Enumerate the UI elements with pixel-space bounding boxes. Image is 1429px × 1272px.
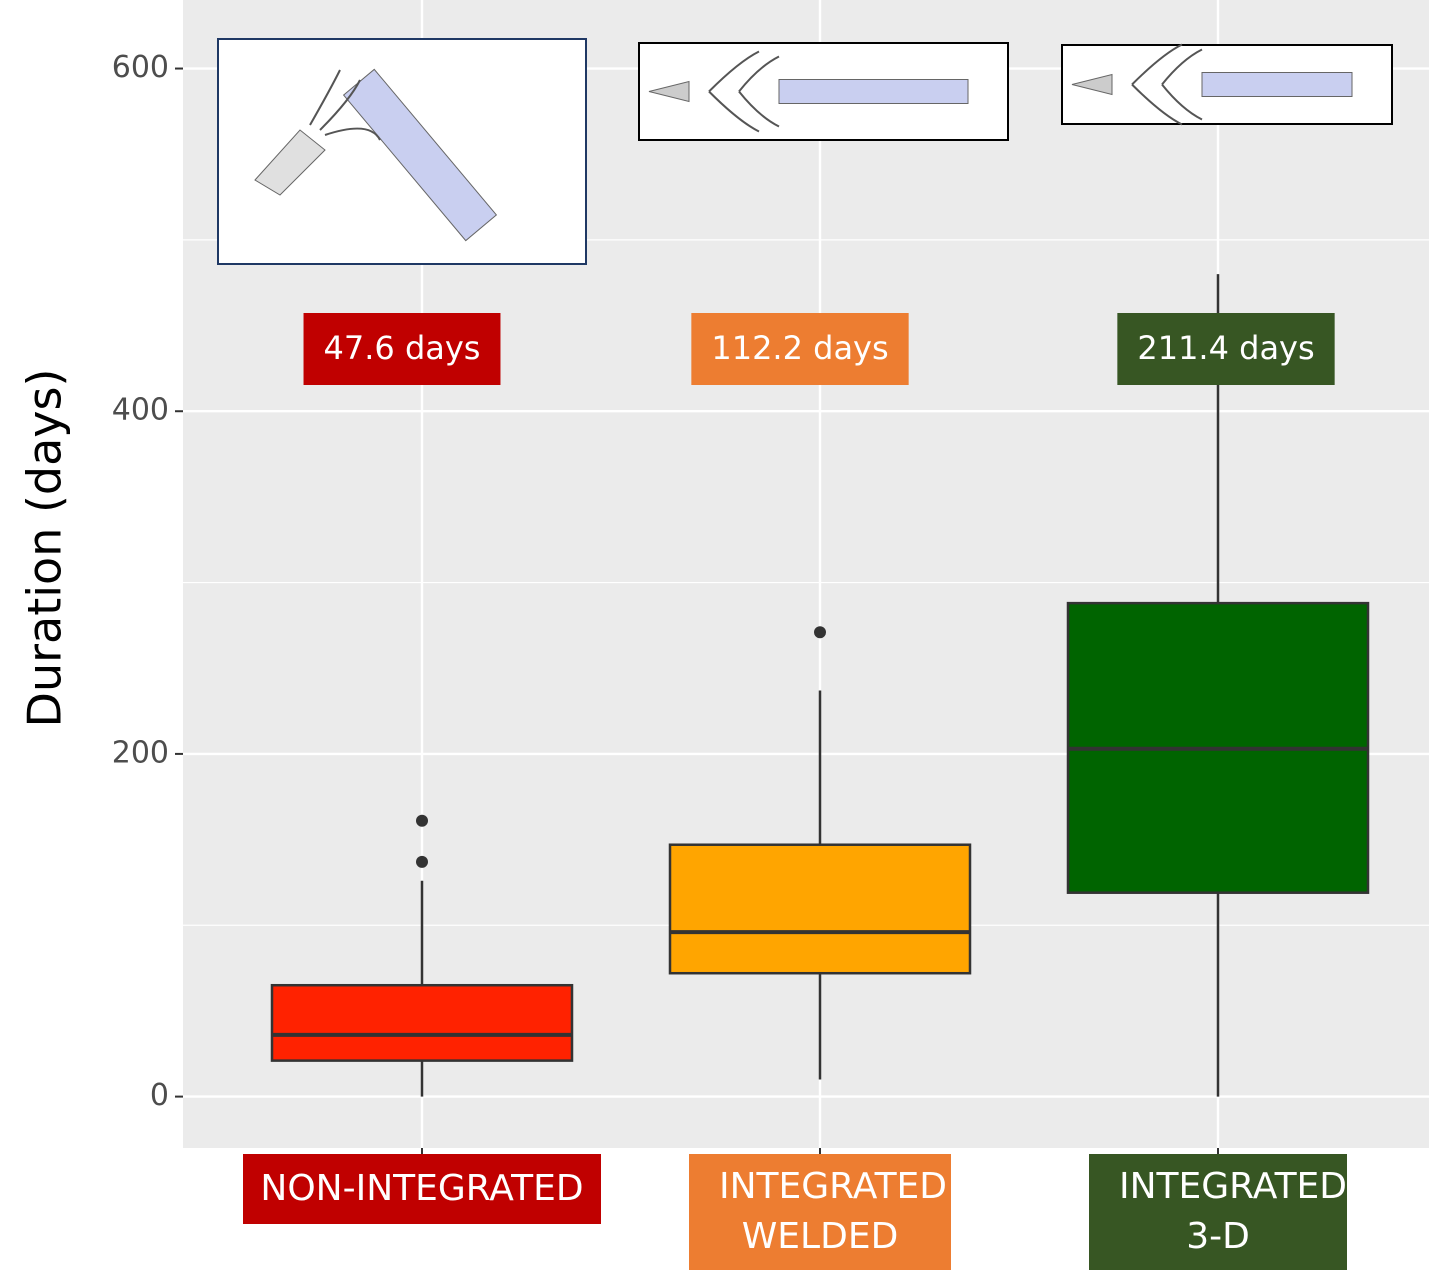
box bbox=[670, 845, 970, 974]
box bbox=[272, 985, 572, 1060]
mean-label-text: 211.4 days bbox=[1137, 329, 1314, 367]
mean-label: 47.6 days bbox=[304, 313, 501, 385]
outlier bbox=[814, 626, 826, 638]
outlier bbox=[416, 856, 428, 868]
page: {"chart_data": {"type": "box", "y_label"… bbox=[0, 0, 1429, 1272]
y-tick-label: 600 bbox=[112, 50, 169, 85]
chart: Duration (days) 0 200 400 600 47.6 days 112.2… bbox=[0, 0, 1429, 1272]
x-tick-label: INTEGRATED WELDED bbox=[689, 1154, 951, 1270]
mean-label: 112.2 days bbox=[691, 313, 908, 385]
y-axis-label: Duration (days) bbox=[18, 369, 72, 728]
outlier bbox=[416, 815, 428, 827]
x-tick-label: INTEGRATED 3-D bbox=[1089, 1154, 1347, 1270]
device-part bbox=[1202, 73, 1352, 97]
y-tick-label: 200 bbox=[112, 735, 169, 770]
mean-label-text: 112.2 days bbox=[711, 329, 888, 367]
y-tick-label: 400 bbox=[112, 393, 169, 428]
x-tick-label: NON-INTEGRATED bbox=[243, 1154, 601, 1224]
mean-label: 211.4 days bbox=[1117, 313, 1334, 385]
y-tick-label: 0 bbox=[150, 1078, 169, 1113]
device-part bbox=[779, 80, 968, 104]
mean-label-text: 47.6 days bbox=[324, 329, 481, 367]
